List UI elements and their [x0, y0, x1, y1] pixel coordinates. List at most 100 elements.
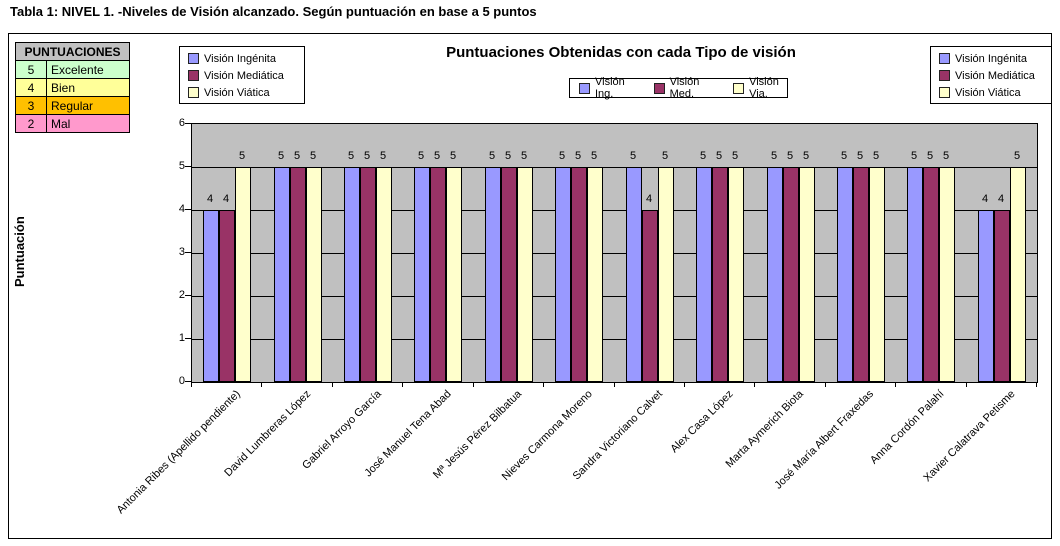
bar-value-label: 5 [731, 150, 739, 162]
bar-value-label: 5 [488, 150, 496, 162]
page-title: Tabla 1: NIVEL 1. -Niveles de Visión alc… [10, 4, 537, 19]
y-tick-mark [185, 209, 191, 210]
bar-value-label: 5 [347, 150, 355, 162]
score-value: 3 [15, 96, 47, 115]
legend-item-label: Visión Mediática [955, 69, 1035, 82]
legend-item: Visión Viática [931, 84, 1051, 101]
y-tick-label: 3 [178, 246, 185, 258]
legend-item-label: Visión Viática [955, 86, 1021, 99]
bar-value-label: 5 [840, 150, 848, 162]
x-tick-mark [895, 383, 896, 387]
scoring-table-header: PUNTUACIONES [15, 42, 130, 61]
legend-swatch-icon [939, 70, 950, 81]
bar-value-label: 5 [504, 150, 512, 162]
bar-visi-n-via- [658, 167, 674, 382]
bar-visi-n-ing- [344, 167, 360, 382]
bar-visi-n-ing- [626, 167, 642, 382]
bar-value-label: 5 [379, 150, 387, 162]
legend-item: Visión Med. [653, 76, 712, 100]
legend-item: Visión Ingénita [180, 50, 304, 67]
legend-left: Visión Ingénita Visión Mediática Visión Vi… [179, 46, 305, 104]
y-tick-mark [185, 295, 191, 296]
x-tick-mark [754, 383, 755, 387]
x-tick-mark [614, 383, 615, 387]
bar-visi-n-via- [446, 167, 462, 382]
bar-value-label: 5 [363, 150, 371, 162]
x-category-label: Antonia Ribes (Apellido pendiente) [114, 388, 243, 517]
bar-visi-n-ing- [203, 210, 219, 382]
bar-value-label: 5 [590, 150, 598, 162]
bar-visi-n-via- [235, 167, 251, 382]
legend-item-label: Visión Ing. [595, 76, 625, 100]
bar-visi-n-via- [517, 167, 533, 382]
x-tick-mark [402, 383, 403, 387]
bar-value-label: 5 [926, 150, 934, 162]
bar-value-label: 5 [520, 150, 528, 162]
bar-visi-n-med- [712, 167, 728, 382]
bar-visi-n-ing- [696, 167, 712, 382]
bar-visi-n-via- [728, 167, 744, 382]
bar-visi-n-med- [783, 167, 799, 382]
bar-visi-n-ing- [274, 167, 290, 382]
bar-visi-n-med- [290, 167, 306, 382]
bar-visi-n-med- [571, 167, 587, 382]
y-tick-mark [185, 381, 191, 382]
y-tick-label: 1 [178, 332, 185, 344]
x-tick-mark [825, 383, 826, 387]
legend-item-label: Visión Mediática [204, 69, 284, 82]
bar-value-label: 5 [309, 150, 317, 162]
bar-value-label: 5 [558, 150, 566, 162]
scoring-table: PUNTUACIONES 5 Excelente 4 Bien 3 Regular 2 Mal [15, 42, 130, 133]
bar-visi-n-via- [939, 167, 955, 382]
bar-value-label: 5 [661, 150, 669, 162]
bar-visi-n-med- [430, 167, 446, 382]
bar-value-label: 5 [238, 150, 246, 162]
bar-value-label: 5 [574, 150, 582, 162]
x-tick-mark [543, 383, 544, 387]
x-category-label: Alex Casa López [668, 388, 736, 456]
bar-visi-n-med- [994, 210, 1010, 382]
bar-value-label: 5 [293, 150, 301, 162]
legend-item: Visión Via. [733, 76, 787, 100]
bar-visi-n-med- [501, 167, 517, 382]
y-tick-mark [185, 252, 191, 253]
bar-visi-n-ing- [978, 210, 994, 382]
legend-item-label: Visión Via. [749, 76, 779, 100]
legend-swatch-icon [939, 53, 950, 64]
legend-item: Visión Viática [180, 84, 304, 101]
y-tick-label: 2 [178, 289, 185, 301]
x-tick-mark [966, 383, 967, 387]
gridline [192, 296, 1037, 297]
legend-swatch-icon [733, 82, 745, 94]
legend-swatch-icon [939, 87, 950, 98]
bar-value-label: 5 [786, 150, 794, 162]
bar-value-label: 5 [942, 150, 950, 162]
bar-visi-n-med- [360, 167, 376, 382]
plot-area [191, 123, 1038, 383]
legend-item: Visión Ing. [579, 76, 633, 100]
bar-value-label: 4 [222, 193, 230, 205]
legend-item-label: Visión Med. [669, 76, 700, 100]
chart-frame: PUNTUACIONES 5 Excelente 4 Bien 3 Regular 2 Mal… [8, 33, 1052, 539]
bar-visi-n-ing- [837, 167, 853, 382]
axis-layer: 0 1 2 3 4 5 6 4 4 5 Antonia Ribes (Apellido pendie… [9, 34, 1051, 538]
legend-swatch-icon [188, 87, 199, 98]
legend-right: Visión Ingénita Visión Mediática Visión Vi… [930, 46, 1052, 104]
x-tick-mark [191, 383, 192, 387]
score-label: Bien [46, 78, 130, 97]
chart-title: Puntuaciones Obtenidas con cada Tipo de … [446, 44, 796, 61]
gridline [192, 210, 1037, 211]
legend-item-label: Visión Ingénita [955, 52, 1027, 65]
bar-value-label: 5 [1013, 150, 1021, 162]
bar-value-label: 5 [856, 150, 864, 162]
x-tick-mark [1036, 383, 1037, 387]
bar-visi-n-via- [799, 167, 815, 382]
bar-visi-n-ing- [414, 167, 430, 382]
bar-visi-n-med- [219, 210, 235, 382]
x-category-label: Gabriel Arroyo García [299, 388, 384, 472]
scoring-row: 4 Bien [15, 78, 130, 97]
bar-visi-n-via- [869, 167, 885, 382]
legend-swatch-icon [188, 70, 199, 81]
bar-visi-n-via- [587, 167, 603, 382]
